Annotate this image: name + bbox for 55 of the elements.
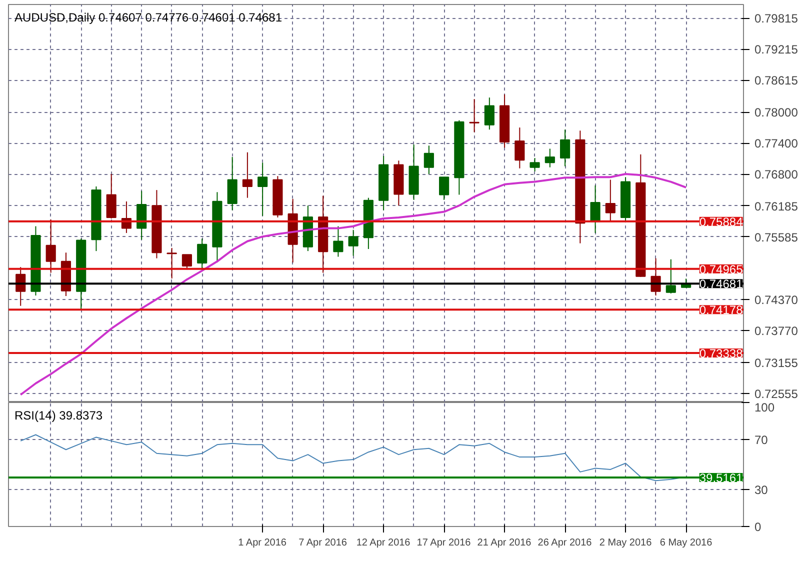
ref-line-label: 0.75884 xyxy=(699,214,744,229)
y-tick-label: 0.75585 xyxy=(754,230,798,244)
x-tick-label: 21 Apr 2016 xyxy=(477,538,532,548)
y-tick-label: 0.72555 xyxy=(754,386,798,401)
x-tick-label: 7 Apr 2016 xyxy=(298,538,348,548)
candlestick xyxy=(227,156,238,211)
candlestick xyxy=(484,97,494,130)
y-tick-label: 0 xyxy=(754,520,762,534)
y-tick-label: 0.79215 xyxy=(754,42,798,57)
candlestick xyxy=(258,162,268,216)
candlestick xyxy=(605,179,616,222)
y-tick-label: 100 xyxy=(754,400,775,414)
candlestick xyxy=(182,254,192,270)
ref-line-label: 0.74681 xyxy=(699,277,744,292)
candlestick xyxy=(469,98,480,133)
candlestick xyxy=(530,158,540,172)
y-tick-label: 30 xyxy=(754,482,768,497)
candlestick xyxy=(197,238,208,270)
x-tick-label: 17 Apr 2016 xyxy=(416,538,472,548)
y-tick-label: 0.73770 xyxy=(754,324,798,338)
text: RSI(14) 39.8373 xyxy=(14,408,103,422)
line-series xyxy=(20,173,688,396)
candlestick xyxy=(348,229,358,256)
candlestick xyxy=(560,129,570,167)
y-tick-label: 0.76185 xyxy=(754,199,798,214)
y-tick-label: 0.74370 xyxy=(754,293,798,308)
candlestick xyxy=(514,127,525,169)
candlestick xyxy=(439,176,450,200)
x-tick-label: 12 Apr 2016 xyxy=(356,538,411,548)
y-tick-label: 0.77400 xyxy=(754,136,798,151)
x-tick-label: 6 May 2016 xyxy=(660,538,713,548)
candlestick xyxy=(544,148,555,168)
x-tick-label: 1 Apr 2016 xyxy=(238,538,287,548)
y-tick-label: 0.73155 xyxy=(754,356,798,370)
candlestick xyxy=(333,226,344,258)
y-tick-label: 0.78615 xyxy=(754,74,798,88)
ref-line-label: 0.74965 xyxy=(699,262,744,276)
y-tick-label: 0.78000 xyxy=(754,106,798,120)
ref-line-label: 39.5161 xyxy=(699,471,744,485)
ref-line-label: 0.74178 xyxy=(699,303,744,318)
y-tick-label: 0.76800 xyxy=(754,168,798,182)
candlestick xyxy=(666,258,676,294)
ref-line-label: 0.73338 xyxy=(699,346,744,360)
x-tick-label: 2 May 2016 xyxy=(599,538,652,548)
text: AUDUSD,Daily 0.74607 0.74776 0.74601 0.74681 xyxy=(14,10,282,24)
y-tick-label: 70 xyxy=(754,433,768,448)
x-tick-label: 26 Apr 2016 xyxy=(538,538,592,548)
candlestick xyxy=(166,247,177,279)
candlestick xyxy=(136,190,147,240)
candlestick xyxy=(424,145,434,175)
candlestick xyxy=(106,174,116,219)
y-tick-label: 0.79815 xyxy=(754,12,798,26)
candlestick xyxy=(590,184,600,234)
candlestick xyxy=(242,152,252,198)
candlestick xyxy=(46,219,56,274)
